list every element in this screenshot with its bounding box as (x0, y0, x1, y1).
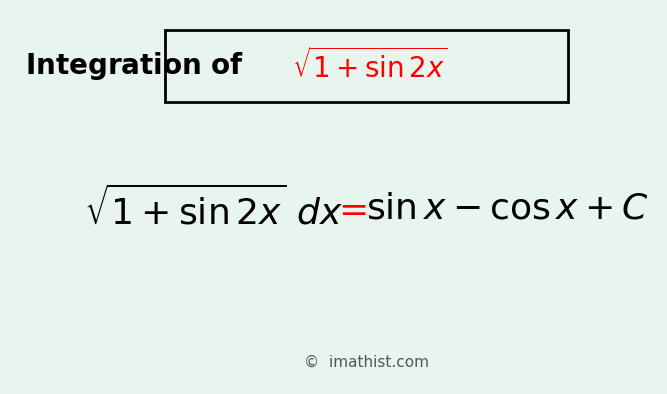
Text: $\sqrt{1 + \sin 2x}\ dx$: $\sqrt{1 + \sin 2x}\ dx$ (84, 186, 343, 232)
FancyBboxPatch shape (165, 30, 568, 102)
Text: $\sin x - \cos x + C$: $\sin x - \cos x + C$ (366, 192, 649, 226)
Text: $\mathbf{Integration\ of\ }$: $\mathbf{Integration\ of\ }$ (25, 50, 243, 82)
Text: $=$: $=$ (331, 192, 366, 226)
Text: ©  imathist.com: © imathist.com (304, 355, 429, 370)
Text: $\sqrt{1 + \sin 2x}$: $\sqrt{1 + \sin 2x}$ (291, 48, 448, 84)
